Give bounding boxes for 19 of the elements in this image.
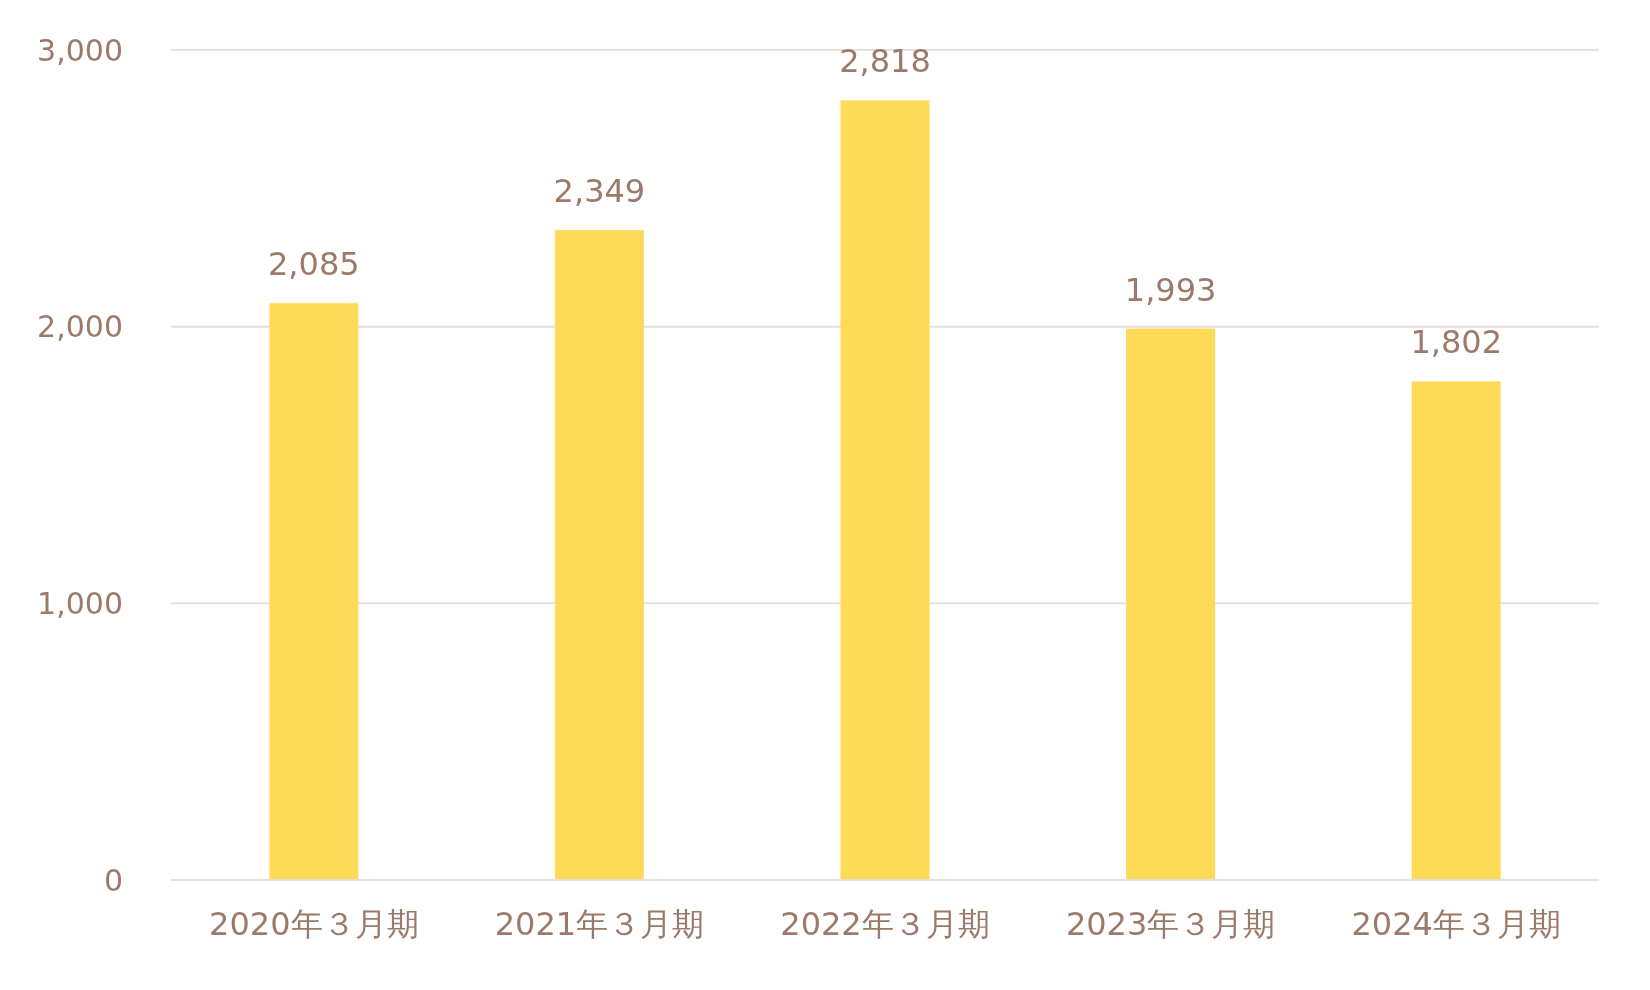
x-tick-label: 2021年３月期	[494, 905, 705, 943]
bar	[269, 303, 359, 880]
x-tick-label: 2024年３月期	[1351, 905, 1561, 943]
bar	[1411, 381, 1501, 880]
y-tick-label: 3,000	[37, 32, 123, 68]
y-tick-label: 2,000	[37, 309, 123, 345]
y-tick-label: 1,000	[37, 585, 123, 621]
bar	[840, 100, 930, 880]
data-label: 1,802	[1410, 323, 1502, 362]
y-tick-label: 0	[103, 862, 123, 898]
data-label: 1,993	[1124, 270, 1217, 309]
x-tick-label: 2023年３月期	[1065, 905, 1276, 943]
data-label: 2,085	[268, 245, 360, 284]
x-tick-label: 2020年３月期	[209, 905, 419, 943]
data-label: 2,349	[553, 172, 646, 211]
bar	[554, 230, 644, 880]
data-label: 2,818	[839, 42, 931, 81]
bar	[1126, 328, 1216, 880]
x-tick-label: 2022年３月期	[780, 905, 990, 943]
